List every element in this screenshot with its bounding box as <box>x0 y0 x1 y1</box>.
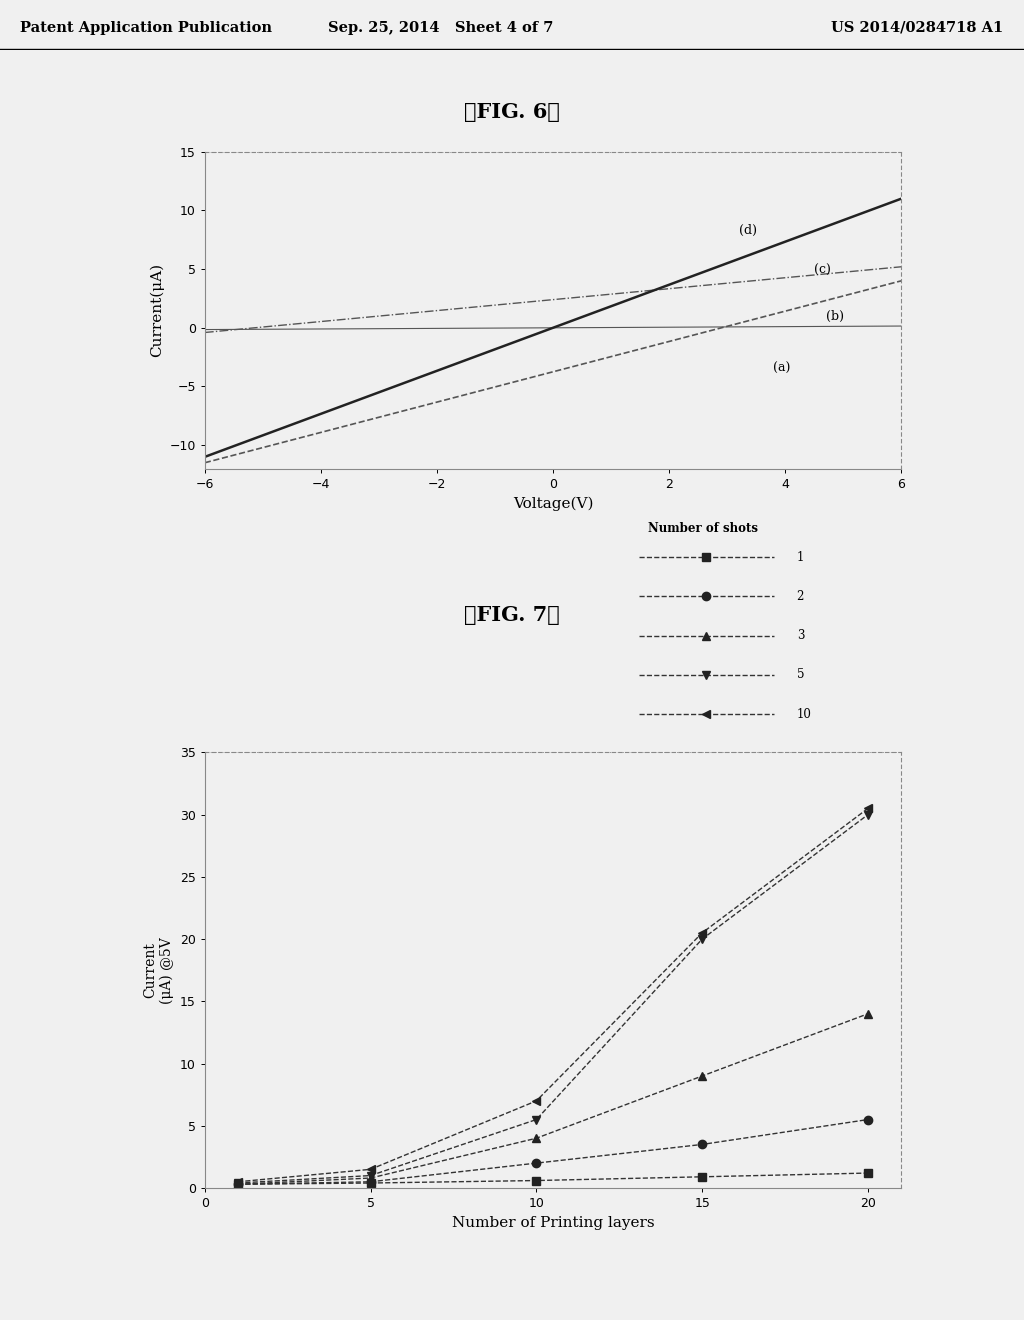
Text: (a): (a) <box>773 363 791 375</box>
Text: US 2014/0284718 A1: US 2014/0284718 A1 <box>831 21 1004 34</box>
Text: 10: 10 <box>797 708 812 721</box>
Text: Sep. 25, 2014   Sheet 4 of 7: Sep. 25, 2014 Sheet 4 of 7 <box>328 21 553 34</box>
Text: Number of shots: Number of shots <box>647 523 758 536</box>
Text: (d): (d) <box>738 224 757 236</box>
X-axis label: Voltage(V): Voltage(V) <box>513 496 593 511</box>
Text: (b): (b) <box>825 310 844 322</box>
Text: 【FIG. 6】: 【FIG. 6】 <box>464 102 560 123</box>
Text: Patent Application Publication: Patent Application Publication <box>20 21 272 34</box>
Text: 5: 5 <box>797 668 804 681</box>
Text: 1: 1 <box>797 550 804 564</box>
Text: 【FIG. 7】: 【FIG. 7】 <box>464 605 560 626</box>
Y-axis label: Current(μA): Current(μA) <box>150 263 164 358</box>
Text: 3: 3 <box>797 630 804 642</box>
Text: 2: 2 <box>797 590 804 603</box>
Text: (c): (c) <box>814 264 830 277</box>
X-axis label: Number of Printing layers: Number of Printing layers <box>452 1216 654 1230</box>
Y-axis label: Current
(μA) @5V: Current (μA) @5V <box>143 937 174 1003</box>
